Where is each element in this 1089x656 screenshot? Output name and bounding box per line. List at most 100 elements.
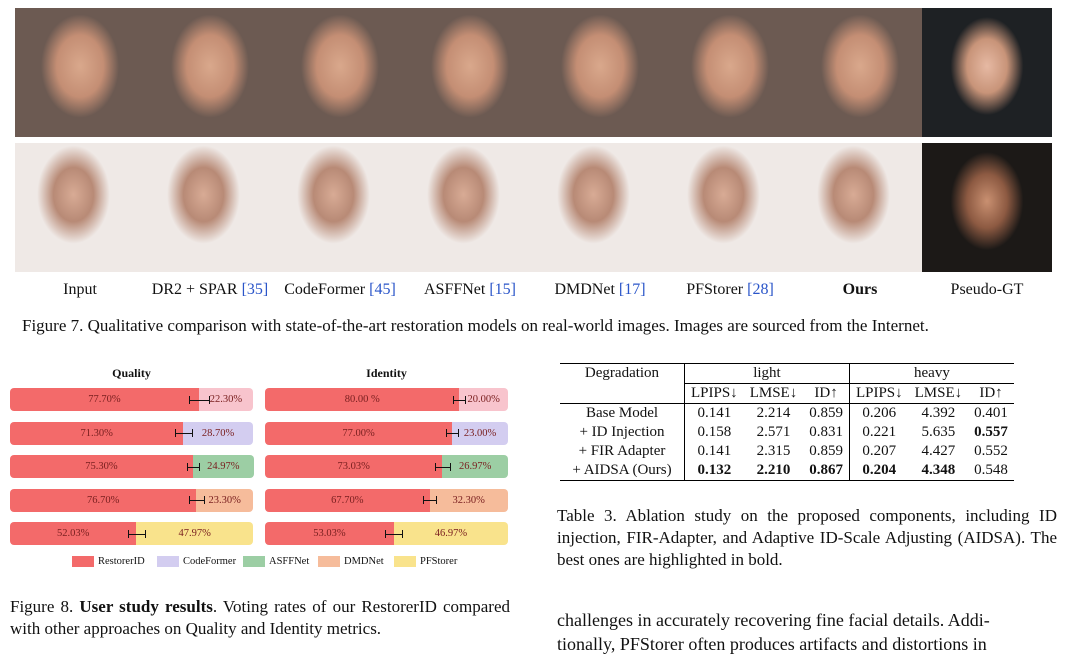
legend-label: CodeFormer [183, 556, 237, 567]
restorer-bar: 67.70% [265, 488, 430, 512]
legend-item: PFStorer [394, 556, 457, 567]
method-name: ASFFNet [423, 281, 486, 298]
metric-header: ID↑ [803, 383, 850, 404]
table-cell: 0.221 [862, 424, 897, 440]
table-cell: 0.158 [697, 424, 732, 440]
face-image [145, 143, 275, 272]
competitor-bar: 28.70% [183, 421, 253, 445]
table-row: + AIDSA (Ours) 0.132 2.210 0.867 0.204 4.348 0… [560, 461, 1014, 481]
table-cell: 0.557 [974, 424, 1008, 440]
face-image [405, 8, 535, 137]
face-image [922, 8, 1052, 137]
error-cap [208, 395, 210, 404]
table-3: Degradation light heavy LPIPS↓ LMSE↓ ID↑ LPIPS… [560, 363, 1014, 481]
legend-label: PFStorer [420, 556, 458, 567]
error-cap [435, 462, 437, 471]
legend-swatch [318, 556, 340, 567]
error-cap [435, 496, 437, 504]
column-label: Ours [795, 281, 925, 299]
method-name: Input [63, 281, 97, 298]
table-cell: 4.427 [921, 443, 956, 459]
competitor-bar: 23.30% [196, 488, 253, 512]
legend-item: DMDNet [318, 556, 384, 567]
figure-8-caption: Figure 8. User study results. Voting rat… [10, 596, 510, 640]
table-cell: 2.571 [756, 424, 791, 440]
body-text: challenges in accurately recovering fine… [557, 608, 1062, 656]
table-cell: 2.214 [756, 405, 791, 421]
legend-label: DMDNet [344, 556, 384, 567]
legend-swatch [72, 556, 94, 567]
table-cell: 0.859 [803, 403, 850, 423]
table-cell: 0.831 [803, 423, 850, 442]
table-cell: 0.552 [974, 443, 1008, 459]
error-bar [423, 500, 436, 501]
table-cell: 0.204 [862, 462, 897, 478]
metric-header: LMSE↓ [914, 385, 963, 401]
error-cap [402, 529, 404, 538]
error-bar [435, 466, 450, 468]
caption-bold: User study results [79, 597, 213, 616]
table-cell: 0.141 [697, 405, 732, 421]
table-row: Base Model 0.141 2.214 0.859 0.206 4.392 0.401 [560, 403, 1014, 423]
competitor-bar: 32.30% [429, 488, 508, 512]
method-name: Pseudo-GT [950, 281, 1024, 298]
figure-7-caption: Figure 7. Qualitative comparison with st… [22, 316, 929, 335]
row-label: + FIR Adapter [560, 442, 685, 461]
restorer-bar: 80.00 % [265, 388, 460, 411]
error-cap [199, 462, 201, 471]
face-image [405, 143, 535, 272]
caption-label: Figure 8. [10, 597, 74, 616]
face-image [665, 143, 795, 272]
competitor-bar: 46.97% [393, 522, 508, 545]
legend-swatch [394, 556, 416, 567]
method-name: DMDNet [554, 281, 615, 298]
header-row: LPIPS↓ LMSE↓ ID↑ LPIPS↓ LMSE↓ ID↑ [560, 383, 1014, 404]
face-image [275, 143, 405, 272]
table-cell: 0.141 [697, 443, 732, 459]
restorer-bar: 53.03% [265, 522, 394, 545]
method-name: PFStorer [686, 281, 744, 298]
citation: [28] [747, 281, 774, 298]
error-cap [186, 462, 188, 471]
citation: [17] [618, 281, 646, 298]
restorer-bar: 52.03% [10, 522, 137, 545]
citation: [45] [369, 281, 396, 298]
method-name: DR2 + SPAR [151, 281, 238, 298]
competitor-bar: 20.00% [459, 388, 508, 411]
header-row: Degradation light heavy [560, 363, 1014, 384]
metric-header: ID↑ [979, 385, 1003, 401]
row-label: + AIDSA (Ours) [560, 461, 685, 481]
metric-header: LPIPS↓ [855, 385, 903, 401]
table-cell: 0.206 [862, 405, 897, 421]
error-cap [203, 496, 205, 504]
error-cap [144, 529, 146, 538]
error-cap [453, 395, 455, 404]
column-label: ASFFNet [15] [405, 281, 535, 299]
metric-header: LMSE↓ [749, 385, 798, 401]
column-label: Pseudo-GT [922, 281, 1052, 299]
table-cell: 4.392 [921, 405, 956, 421]
column-label: DMDNet [17] [535, 281, 665, 299]
competitor-bar: 23.00% [452, 421, 508, 445]
error-bar [127, 533, 145, 535]
face-image [15, 8, 145, 137]
chart-title: Identity [366, 366, 407, 380]
face-image [145, 8, 275, 137]
legend-label: ASFFNet [269, 556, 310, 567]
competitor-bar: 47.97% [136, 522, 253, 545]
error-bar [174, 433, 192, 434]
header-cell: Degradation [560, 363, 685, 384]
citation: [15] [489, 281, 516, 298]
error-cap [189, 395, 191, 404]
error-cap [465, 395, 467, 404]
table-cell: 4.348 [921, 462, 956, 478]
legend-label: RestorerID [98, 556, 145, 567]
error-cap [385, 529, 387, 538]
table-cell: 0.207 [862, 443, 897, 459]
restorer-bar: 77.70% [10, 388, 199, 411]
competitor-bar: 24.97% [192, 455, 254, 478]
face-image [535, 143, 665, 272]
citation: [35] [241, 281, 269, 298]
competitor-bar: 22.30% [198, 388, 253, 411]
